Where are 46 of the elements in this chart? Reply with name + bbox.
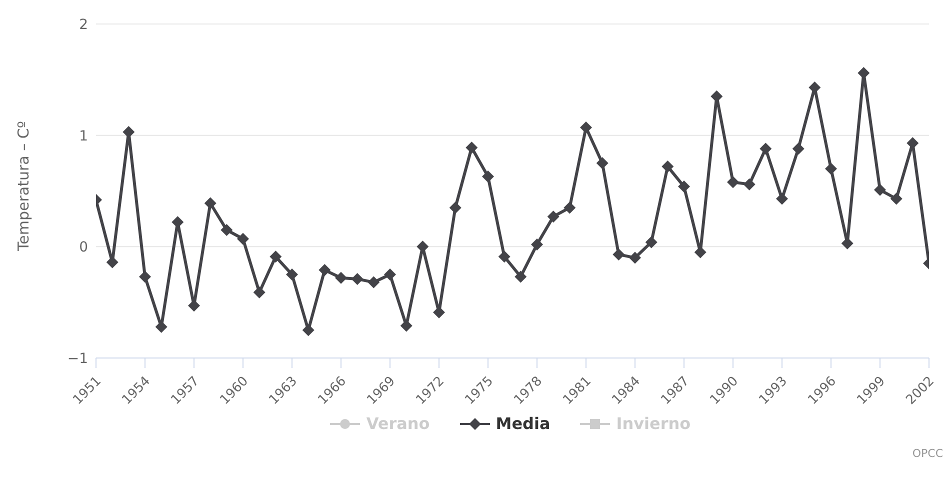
point bbox=[302, 324, 314, 336]
point bbox=[204, 197, 216, 210]
point bbox=[710, 90, 723, 102]
point bbox=[629, 252, 641, 264]
point bbox=[531, 238, 543, 250]
point bbox=[596, 157, 608, 170]
point bbox=[368, 276, 380, 288]
point bbox=[335, 272, 347, 284]
point bbox=[645, 236, 658, 248]
y-tick-label: 2 bbox=[79, 16, 88, 33]
point bbox=[825, 162, 837, 175]
point bbox=[514, 270, 527, 283]
point bbox=[220, 224, 233, 236]
point bbox=[253, 286, 266, 298]
point bbox=[351, 272, 364, 285]
y-axis-title: Temperatura – Cº bbox=[14, 121, 32, 252]
point bbox=[482, 170, 494, 183]
point bbox=[286, 268, 298, 280]
point bbox=[580, 122, 592, 134]
point bbox=[890, 192, 902, 205]
point bbox=[727, 176, 739, 188]
point bbox=[122, 126, 135, 138]
point bbox=[384, 268, 396, 280]
point bbox=[237, 232, 249, 245]
legend-label: Media bbox=[494, 414, 550, 433]
point bbox=[564, 202, 576, 214]
point bbox=[858, 66, 870, 79]
point bbox=[318, 264, 331, 276]
point bbox=[776, 192, 788, 205]
text: OPCC bbox=[911, 447, 943, 460]
y-tick-label: 0 bbox=[79, 240, 88, 256]
y-tick-label: −1 bbox=[67, 350, 88, 367]
point bbox=[449, 202, 462, 214]
y-tick-label: 1 bbox=[79, 128, 88, 144]
point bbox=[760, 142, 772, 155]
point bbox=[678, 180, 690, 193]
point bbox=[498, 250, 510, 263]
point bbox=[466, 142, 478, 154]
point bbox=[139, 270, 151, 283]
point bbox=[874, 184, 886, 196]
point bbox=[792, 142, 804, 155]
point bbox=[662, 160, 674, 173]
point bbox=[743, 178, 756, 190]
point bbox=[612, 248, 625, 260]
point bbox=[547, 210, 560, 223]
point bbox=[270, 250, 282, 263]
